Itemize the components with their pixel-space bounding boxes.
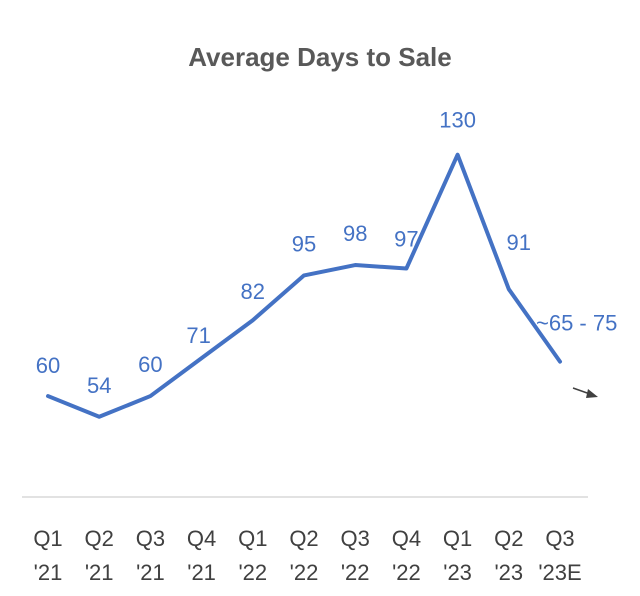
trend-arrow	[572, 387, 598, 398]
data-label: ~65 - 75	[536, 311, 617, 336]
data-label: 60	[138, 352, 162, 377]
x-tick-label: Q1'23	[443, 526, 472, 585]
x-tick-label: Q3'21	[136, 526, 165, 585]
x-tick-label: Q3'23E	[538, 526, 581, 585]
x-tick-label: Q1'22	[238, 526, 267, 585]
x-tick-label: Q3'22	[341, 526, 370, 585]
x-tick-label: Q4'21	[187, 526, 216, 585]
data-label: 54	[87, 373, 111, 398]
data-label: 98	[343, 221, 367, 246]
x-tick-label: Q1'21	[33, 526, 62, 585]
data-label: 82	[241, 279, 265, 304]
x-tick-label: Q4'22	[392, 526, 421, 585]
x-tick-label: Q2'22	[289, 526, 318, 585]
data-label: 97	[394, 227, 418, 252]
x-tick-label: Q2'23	[494, 526, 523, 585]
x-tick-label: Q2'21	[85, 526, 114, 585]
data-label: 130	[439, 108, 476, 133]
x-tick-labels: Q1'21 Q2'21 Q3'21 Q4'21 Q1'22 Q2'22 Q3'22 Q4'22…	[33, 526, 581, 585]
data-label: 60	[36, 353, 60, 378]
data-label: 71	[186, 323, 210, 348]
series-line	[46, 152, 562, 419]
chart-title: Average Days to Sale	[188, 42, 452, 72]
data-label: 95	[292, 231, 316, 256]
data-labels: 60 54 60 71 82 95 98 97 130 91 ~65 - 75	[36, 108, 618, 398]
data-label: 91	[507, 230, 531, 255]
